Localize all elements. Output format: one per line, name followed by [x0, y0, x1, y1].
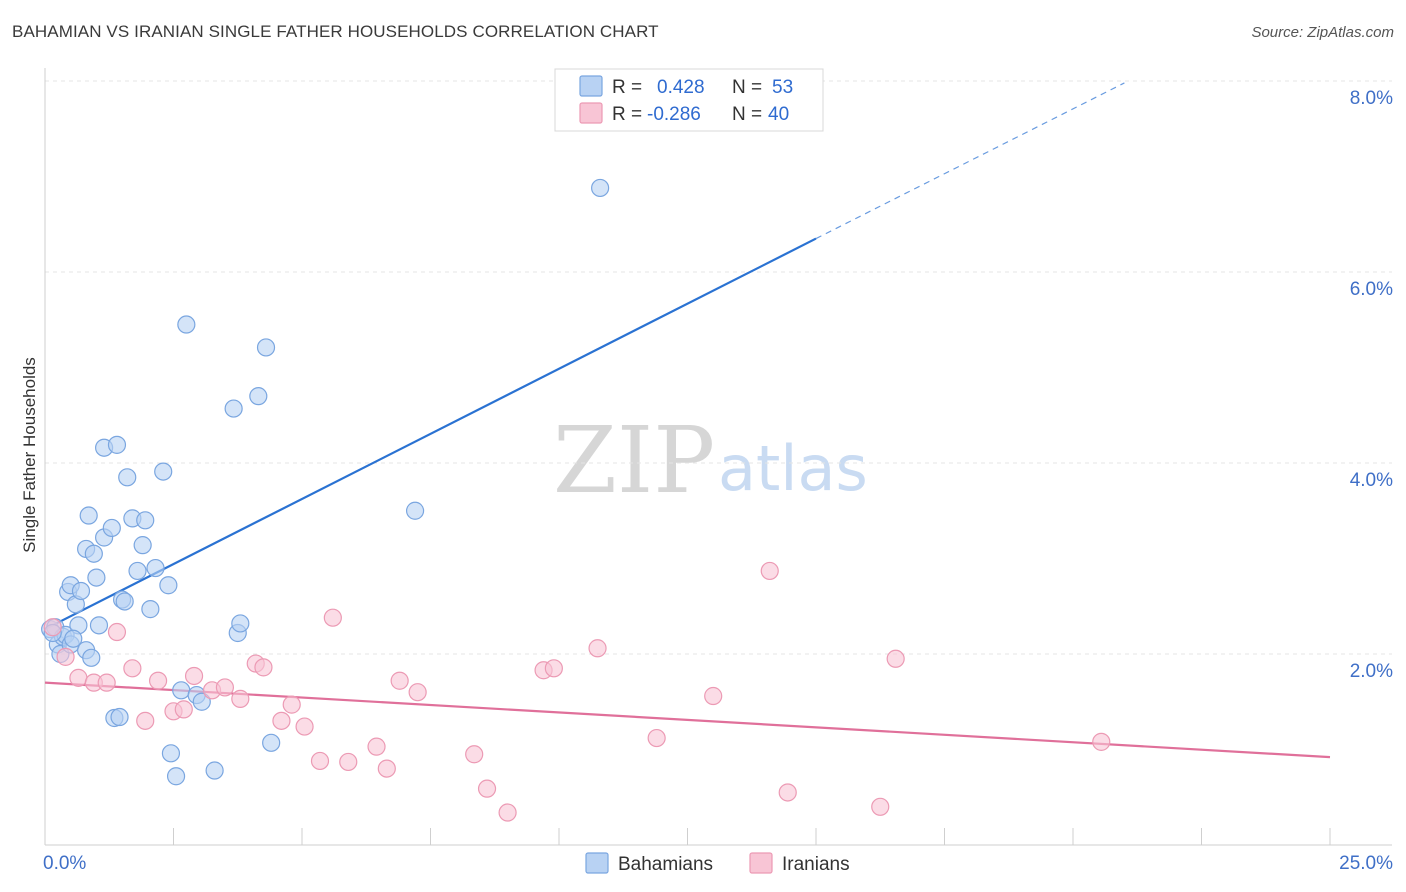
point-iranians: [70, 669, 87, 686]
point-iranians: [255, 659, 272, 676]
legend-r-value-blue: 0.428: [657, 77, 705, 98]
point-iranians: [368, 738, 385, 755]
point-iranians: [232, 690, 249, 707]
point-bahamians: [592, 179, 609, 196]
point-bahamians: [258, 339, 275, 356]
point-bahamians: [85, 545, 102, 562]
legend-swatch-blue: [580, 76, 602, 96]
point-bahamians: [178, 316, 195, 333]
point-bahamians: [206, 762, 223, 779]
point-bahamians: [65, 630, 82, 647]
point-iranians: [705, 688, 722, 705]
point-bahamians: [160, 577, 177, 594]
point-iranians: [150, 672, 167, 689]
point-bahamians: [407, 502, 424, 519]
point-iranians: [340, 753, 357, 770]
point-bahamians: [225, 400, 242, 417]
y-tick-label-4: 4.0%: [1350, 470, 1393, 491]
point-bahamians: [88, 569, 105, 586]
watermark-zip: ZIP: [553, 407, 715, 514]
bottom-legend-bahamians: Bahamians: [618, 854, 713, 875]
point-iranians: [589, 640, 606, 657]
point-iranians: [545, 660, 562, 677]
grid-layer: [45, 81, 1392, 654]
point-iranians: [324, 609, 341, 626]
bottom-legend-swatch-blue: [586, 853, 608, 873]
point-iranians: [872, 798, 889, 815]
bottom-legend-swatch-pink: [750, 853, 772, 873]
point-iranians: [761, 562, 778, 579]
legend-r-value-pink: -0.286: [647, 104, 701, 125]
y-tick-label-6: 6.0%: [1350, 279, 1393, 300]
point-iranians: [479, 780, 496, 797]
bottom-legend-iranians: Iranians: [782, 854, 850, 875]
legend-n-label-blue: N =: [732, 77, 762, 98]
point-iranians: [466, 746, 483, 763]
chart-canvas: ZIP atlas Single Father Households 0.0% …: [0, 0, 1406, 892]
point-bahamians: [72, 582, 89, 599]
point-iranians: [296, 718, 313, 735]
point-iranians: [378, 760, 395, 777]
legend-swatch-pink: [580, 103, 602, 123]
point-iranians: [887, 650, 904, 667]
point-bahamians: [142, 601, 159, 618]
point-iranians: [216, 679, 233, 696]
legend-r-label-blue: R =: [612, 77, 642, 98]
point-iranians: [98, 674, 115, 691]
point-bahamians: [168, 768, 185, 785]
point-iranians: [57, 648, 74, 665]
point-iranians: [1093, 733, 1110, 750]
y-tick-label-2: 2.0%: [1350, 661, 1393, 682]
point-iranians: [273, 712, 290, 729]
point-bahamians: [90, 617, 107, 634]
point-bahamians: [155, 463, 172, 480]
point-bahamians: [232, 615, 249, 632]
y-axis-title: Single Father Households: [20, 357, 39, 553]
point-iranians: [499, 804, 516, 821]
point-bahamians: [137, 512, 154, 529]
watermark-atlas: atlas: [718, 432, 868, 505]
point-iranians: [186, 667, 203, 684]
point-iranians: [409, 684, 426, 701]
x-tick-label-min: 0.0%: [43, 853, 86, 874]
legend-r-label-pink: R =: [612, 104, 642, 125]
legend-n-value-blue: 53: [772, 77, 793, 98]
point-iranians: [648, 730, 665, 747]
legend-n-value-pink: 40: [768, 104, 789, 125]
point-bahamians: [173, 682, 190, 699]
point-iranians: [391, 672, 408, 689]
point-bahamians: [162, 745, 179, 762]
legend-box: R = 0.428 N = 53 R = -0.286 N = 40: [555, 69, 823, 131]
point-bahamians: [147, 560, 164, 577]
point-bahamians: [80, 507, 97, 524]
point-bahamians: [129, 562, 146, 579]
x-tick-label-max: 25.0%: [1339, 853, 1393, 874]
point-iranians: [779, 784, 796, 801]
trendline-extension-bahamians: [816, 83, 1124, 239]
y-tick-label-8: 8.0%: [1350, 88, 1393, 109]
point-bahamians: [103, 519, 120, 536]
point-iranians: [137, 712, 154, 729]
point-iranians: [311, 752, 328, 769]
point-iranians: [175, 701, 192, 718]
point-bahamians: [108, 436, 125, 453]
point-iranians: [44, 619, 61, 636]
point-bahamians: [263, 734, 280, 751]
point-bahamians: [250, 388, 267, 405]
point-iranians: [108, 624, 125, 641]
point-iranians: [124, 660, 141, 677]
bottom-legend: Bahamians Iranians: [586, 853, 850, 875]
point-bahamians: [116, 593, 133, 610]
point-bahamians: [134, 537, 151, 554]
legend-n-label-pink: N =: [732, 104, 762, 125]
point-bahamians: [119, 469, 136, 486]
point-bahamians: [83, 649, 100, 666]
point-bahamians: [111, 709, 128, 726]
point-iranians: [283, 696, 300, 713]
